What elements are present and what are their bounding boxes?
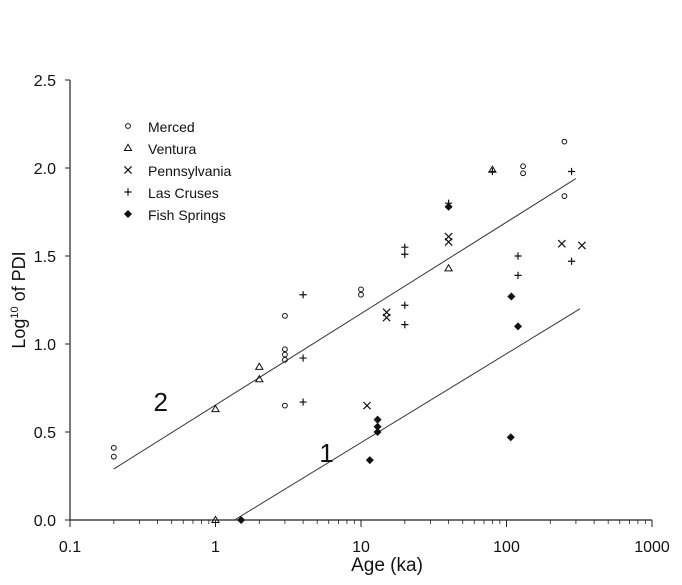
legend-marker-ventura <box>123 143 133 152</box>
x-tick-label: 1000 <box>634 539 670 556</box>
fit-lines: 21 <box>113 178 581 521</box>
series-las-cruses <box>299 167 576 406</box>
data-point <box>561 138 568 145</box>
legend: Merced Ventura Pennsylvania Las Cruses Fish … <box>123 119 231 223</box>
series-ventura <box>211 165 497 524</box>
legend-label: Merced <box>148 119 195 135</box>
data-point <box>365 456 374 465</box>
fit-line-2 <box>113 178 577 470</box>
data-point <box>211 404 220 413</box>
series-pennsylvania <box>362 232 586 410</box>
data-point <box>358 286 364 293</box>
fit-line-label-1: 1 <box>319 438 333 468</box>
legend-label: Ventura <box>148 141 196 157</box>
data-point <box>557 239 566 248</box>
data-point <box>211 515 220 524</box>
legend-marker-pennsylvania <box>123 165 133 175</box>
data-point <box>567 257 576 265</box>
series-merced <box>110 138 568 460</box>
data-point <box>358 291 364 298</box>
data-point <box>362 401 372 410</box>
y-axis-label-rest: of PDI <box>9 251 29 306</box>
data-point <box>401 301 409 309</box>
x-tick-label: 1 <box>211 539 220 556</box>
y-axis-label-superscript: 10 <box>9 306 21 318</box>
data-point <box>401 250 409 258</box>
data-point <box>382 313 391 322</box>
fit-line-label-2: 2 <box>153 387 167 417</box>
data-point <box>299 291 307 299</box>
y-tick-label: 0.5 <box>34 425 56 442</box>
x-tick-label: 10 <box>352 539 370 556</box>
y-axis-label: Log10 of PDI <box>9 251 29 348</box>
data-point <box>282 346 288 353</box>
x-tick-label: 0.1 <box>59 539 81 556</box>
data-point <box>110 444 117 451</box>
series-fish-springs <box>237 202 523 525</box>
legend-label: Las Cruses <box>148 185 219 201</box>
data-point <box>444 263 454 272</box>
y-tick-label: 2.5 <box>34 73 56 90</box>
data-point <box>299 354 307 362</box>
data-point <box>282 356 288 363</box>
data-point <box>561 193 568 200</box>
data-point <box>514 252 522 260</box>
data-point <box>567 167 576 176</box>
y-axis-label-main: Log <box>9 319 29 349</box>
data-point <box>299 398 307 406</box>
legend-label: Pennsylvania <box>148 163 231 179</box>
data-point <box>110 453 117 460</box>
data-point <box>506 433 515 442</box>
y-tick-label: 2.0 <box>34 161 56 178</box>
data-point <box>373 415 382 424</box>
data-point <box>520 170 526 177</box>
data-point <box>577 241 586 250</box>
data-point <box>254 374 264 383</box>
data-point <box>401 321 409 329</box>
data-points <box>110 138 586 525</box>
data-point <box>373 427 382 437</box>
data-point <box>444 202 453 211</box>
data-point <box>254 362 264 370</box>
data-point <box>282 402 288 409</box>
y-tick-label: 1.0 <box>34 337 56 354</box>
legend-marker-las-cruses <box>124 188 132 196</box>
data-point <box>282 351 288 358</box>
data-point <box>401 243 409 251</box>
data-point <box>514 271 522 279</box>
y-tick-label: 1.5 <box>34 249 56 266</box>
y-tick-label: 0.0 <box>34 513 56 530</box>
data-point <box>237 515 246 525</box>
data-point <box>282 312 288 319</box>
data-point <box>513 322 523 331</box>
data-point <box>488 167 496 176</box>
x-tick-label: 100 <box>493 539 520 556</box>
legend-label: Fish Springs <box>148 207 226 223</box>
data-point <box>520 163 526 170</box>
legend-marker-merced <box>125 123 131 129</box>
x-axis-label: Age (ka) <box>351 555 423 576</box>
data-point <box>507 292 516 301</box>
fit-line-1 <box>234 308 581 521</box>
legend-marker-fish-springs <box>123 209 133 219</box>
data-point <box>444 237 453 246</box>
axes: 0.0 0.5 1.0 1.5 2.0 2.5 0.1 1 10 100 1000 <box>34 73 670 556</box>
